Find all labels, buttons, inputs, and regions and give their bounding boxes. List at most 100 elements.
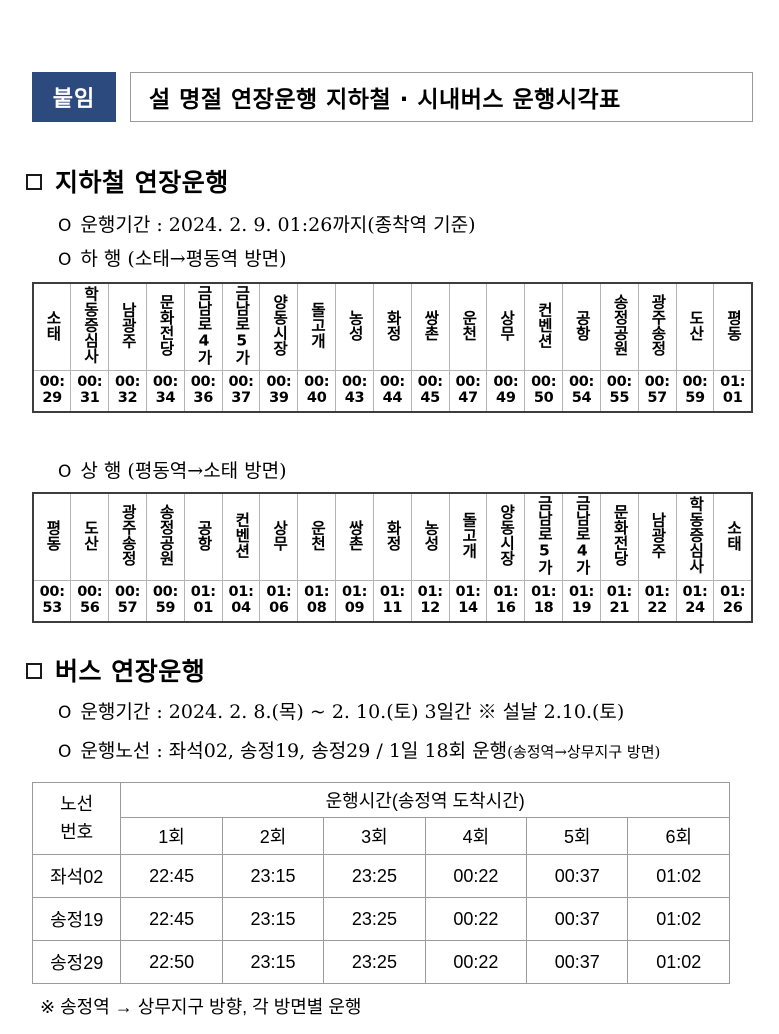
bus-operating-time-header: 운행시간(송정역 도착시간) — [120, 782, 730, 818]
subway-station-name: 도산 — [675, 282, 715, 371]
document-header: 붙임 설 명절 연장운행 지하철 · 시내버스 운행시각표 — [32, 72, 753, 122]
subway-station-time: 01: 01 — [183, 580, 223, 623]
bus-departure-time: 22:45 — [120, 897, 223, 941]
subway-station-name: 금남로5가 — [524, 492, 564, 581]
subway-station-time: 00: 55 — [599, 370, 639, 413]
subway-station-time: 01: 26 — [713, 580, 753, 623]
bus-departure-time: 22:45 — [120, 854, 223, 898]
subway-station-name: 소태 — [713, 492, 753, 581]
subway-station-name: 농성 — [335, 282, 374, 371]
bus-trip-header: 3회 — [323, 817, 426, 855]
subway-station-time: 00: 44 — [372, 370, 412, 413]
subway-station-name: 쌍촌 — [335, 492, 374, 581]
subway-station-time: 00: 50 — [524, 370, 564, 413]
subway-station-name: 광주송정 — [637, 282, 677, 371]
bus-trip-header: 6회 — [627, 817, 730, 855]
subway-station-time: 00: 31 — [70, 370, 110, 413]
bus-schedule-table: 노선 번호 운행시간(송정역 도착시간) 1회 2회 3회 4회 5회 6회 좌석02 22… — [31, 782, 730, 984]
bus-route-direction-note: (송정역→상무지구 방면) — [507, 743, 661, 761]
subway-station-time: 01: 19 — [562, 580, 601, 623]
bus-route-number: 송정19 — [31, 897, 122, 941]
circle-bullet-icon: O — [58, 703, 72, 723]
subway-station-name: 화정 — [372, 492, 412, 581]
bus-departure-time: 23:25 — [323, 897, 426, 941]
subway-station-time: 00: 56 — [70, 580, 110, 623]
subway-period-label: 운행기간 : 2024. 2. 9. 01:26까지(종착역 기준) — [80, 214, 476, 236]
bus-route-label: 운행노선 : 좌석02, 송정19, 송정29 / 1일 18회 운행 — [80, 740, 508, 762]
subway-station-name: 쌍촌 — [410, 282, 450, 371]
subway-station-name: 농성 — [410, 492, 450, 581]
bus-route-header-line2: 번호 — [60, 821, 94, 842]
table-row: 송정19 22:45 23:15 23:25 00:22 00:37 01:02 — [31, 897, 730, 941]
subway-station-time: 01: 06 — [259, 580, 299, 623]
checkbox-square-icon — [26, 663, 42, 679]
subway-station-time: 00: 32 — [108, 370, 147, 413]
subway-station-name: 평동 — [32, 492, 72, 581]
subway-station-name: 소태 — [32, 282, 72, 371]
subway-station-time: 00: 57 — [637, 370, 677, 413]
subway-station-time: 01: 04 — [221, 580, 261, 623]
subway-station-name: 도산 — [70, 492, 110, 581]
subway-station-time: 00: 36 — [183, 370, 223, 413]
bus-departure-time: 01:02 — [627, 854, 730, 898]
subway-period-line: O 운행기간 : 2024. 2. 9. 01:26까지(종착역 기준) — [58, 210, 476, 237]
subway-upward-label: 상 행 (평동역→소태 방면) — [80, 460, 287, 482]
bus-route-line: O 운행노선 : 좌석02, 송정19, 송정29 / 1일 18회 운행(송정역… — [58, 736, 660, 763]
bus-departure-time: 00:22 — [424, 940, 528, 984]
section-heading-bus: 버스 연장운행 — [26, 652, 205, 688]
subway-station-name: 양동시장 — [259, 282, 299, 371]
circle-bullet-icon: O — [58, 462, 72, 482]
subway-station-name: 문화전당 — [145, 282, 185, 371]
table-row: 좌석02 22:45 23:15 23:25 00:22 00:37 01:02 — [31, 854, 730, 898]
bus-trip-header: 2회 — [221, 817, 325, 855]
bus-route-number: 송정29 — [31, 940, 122, 984]
subway-station-name: 남광주 — [637, 492, 677, 581]
subway-upward-table: 평동 도산 광주송정 송정공원 공항 컨벤션 상무 운천 쌍촌 화정 농성 돌고개 양동시장 금남로5가 금… — [32, 492, 753, 623]
subway-station-time: 01: 12 — [410, 580, 450, 623]
section-heading-subway-label: 지하철 연장운행 — [55, 168, 229, 197]
circle-bullet-icon: O — [58, 216, 72, 236]
subway-station-time: 00: 45 — [410, 370, 450, 413]
subway-station-time: 01: 18 — [524, 580, 564, 623]
bus-trip-header: 5회 — [526, 817, 629, 855]
bus-departure-time: 01:02 — [627, 940, 730, 984]
bus-route-header-line1: 노선 — [60, 793, 94, 814]
checkbox-square-icon — [26, 174, 42, 190]
subway-station-name: 학동증심사 — [675, 492, 715, 581]
subway-station-name: 광주송정 — [108, 492, 147, 581]
subway-station-name: 컨벤션 — [221, 492, 261, 581]
subway-station-name: 돌고개 — [448, 492, 488, 581]
subway-station-time: 00: 49 — [486, 370, 526, 413]
subway-station-name: 송정공원 — [145, 492, 185, 581]
bus-table-header-row-2: 1회 2회 3회 4회 5회 6회 — [33, 817, 730, 855]
subway-station-time: 01: 01 — [713, 370, 753, 413]
subway-station-name: 금남로4가 — [562, 492, 601, 581]
circle-bullet-icon: O — [58, 250, 72, 270]
page-title: 설 명절 연장운행 지하철 · 시내버스 운행시각표 — [149, 87, 621, 113]
bus-route-number: 좌석02 — [31, 854, 122, 898]
subway-station-time: 00: 59 — [675, 370, 715, 413]
subway-station-name: 학동증심사 — [70, 282, 110, 371]
subway-station-time: 01: 16 — [486, 580, 526, 623]
section-heading-bus-label: 버스 연장운행 — [55, 657, 206, 686]
subway-station-name: 양동시장 — [486, 492, 526, 581]
bus-departure-time: 00:37 — [526, 854, 629, 898]
bus-departure-time: 23:25 — [323, 940, 426, 984]
circle-bullet-icon: O — [58, 742, 72, 762]
subway-downward-table: 소태 학동증심사 남광주 문화전당 금남로4가 금남로5가 양동시장 돌고개 농성 화정 쌍촌 운천 상… — [32, 282, 753, 413]
bus-trip-header: 4회 — [424, 817, 528, 855]
subway-station-name: 금남로5가 — [221, 282, 261, 371]
table-row: 송정29 22:50 23:15 23:25 00:22 00:37 01:02 — [31, 940, 730, 984]
bus-period-label: 운행기간 : 2024. 2. 8.(목) ~ 2. 10.(토) 3일간 ※ … — [80, 701, 625, 723]
subway-station-time: 01: 09 — [335, 580, 374, 623]
subway-station-time: 00: 59 — [145, 580, 185, 623]
section-heading-subway: 지하철 연장운행 — [26, 163, 229, 199]
bus-departure-time: 23:15 — [221, 940, 325, 984]
bus-departure-time: 22:50 — [120, 940, 223, 984]
subway-station-name: 돌고개 — [297, 282, 337, 371]
subway-station-time: 01: 14 — [448, 580, 488, 623]
table-row-times: 00: 29 00: 31 00: 32 00: 34 00: 36 00: 37 00: 39 00: 40… — [32, 370, 753, 413]
bus-departure-time: 23:15 — [221, 854, 325, 898]
subway-station-name: 상무 — [486, 282, 526, 371]
subway-station-time: 00: 29 — [32, 370, 72, 413]
